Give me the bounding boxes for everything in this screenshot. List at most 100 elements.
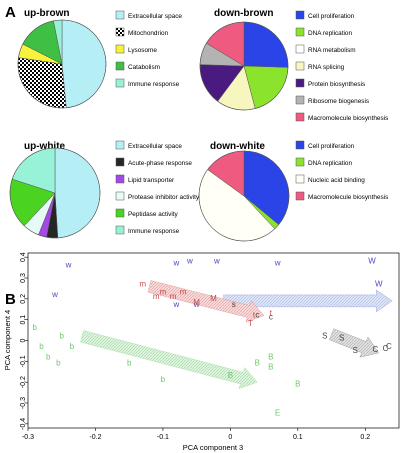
point-brown: T	[248, 319, 253, 328]
pca-scatter-plot: -0.3 -0.2 -0.1 0 0.1 0.2 -0.4 -0.3 -0.2 -0.1 0 0.1…	[3, 252, 400, 452]
legend-swatch-immune-response	[115, 225, 125, 235]
legend-label-immune-response: Immune response	[128, 81, 180, 88]
point-white: W	[375, 279, 383, 288]
x-axis: -0.3 -0.2 -0.1 0 0.1 0.2	[22, 428, 370, 441]
legend-swatch-lipid-transporter	[115, 174, 125, 184]
trajectory-arrow-gray	[329, 328, 380, 358]
legend-swatch-lysosome	[115, 44, 125, 54]
point-white: w	[173, 300, 180, 309]
pie-legend: Extracellular space Acute-phase response L…	[115, 140, 200, 235]
point-brown: m	[170, 292, 177, 301]
point-gray: C	[373, 345, 379, 354]
legend-label-dna-replication: DNA replication	[308, 30, 352, 37]
panel-label-a: A	[5, 4, 16, 21]
pie-down-white: down-white Cell proliferation DNA replica…	[198, 140, 388, 242]
pie-slice-cell-proliferation	[243, 21, 289, 68]
point-brown: m	[139, 279, 146, 288]
point-green: b	[46, 352, 51, 361]
legend-swatch-catabolism	[115, 61, 125, 71]
legend-label-lipid-transporter: Lipid transporter	[128, 177, 175, 184]
legend-label-peptidase-activity: Peptidase activity	[128, 211, 179, 218]
legend-swatch-acute-phase-response	[115, 157, 125, 167]
point-white: w	[213, 256, 220, 265]
legend-swatch-peptidase-activity	[115, 208, 125, 218]
legend-label-macromolecule-biosynthesis: Macromolecule biosynthesis	[308, 194, 388, 201]
pie-title: up-brown	[24, 8, 70, 19]
pie-outline	[198, 150, 290, 242]
legend-swatch-rna-splicing	[295, 61, 305, 71]
point-gray: C	[383, 344, 389, 353]
legend-label-cell-proliferation: Cell proliferation	[308, 143, 355, 150]
pie-slice-mitochondrion	[17, 57, 67, 109]
y-axis-label: PCA component 4	[3, 310, 12, 370]
legend-label-extracellular-space: Extracellular space	[128, 143, 182, 150]
point-brown: m	[153, 292, 160, 301]
point-gray: S	[352, 346, 357, 355]
legend-swatch-macromolecule-biosynthesis	[295, 191, 305, 201]
y-tick-label: 0	[20, 338, 27, 342]
pie-slices	[198, 150, 290, 242]
legend-label-dna-replication: DNA replication	[308, 160, 352, 167]
pie-outline	[9, 147, 101, 239]
y-tick-label: -0.4	[20, 418, 27, 430]
y-tick-label: 0.4	[20, 252, 27, 262]
pie-legend: Cell proliferation DNA replication Nucleic…	[295, 140, 388, 201]
pie-title: down-brown	[214, 8, 273, 19]
point-green: b	[161, 375, 166, 384]
legend-label-protease-inhibitor-activity: Protease inhibitor activity	[128, 194, 200, 201]
pie-title: up-white	[24, 141, 66, 152]
point-green: b	[60, 331, 65, 340]
point-gray: C	[386, 342, 392, 351]
legend-label-nucleic-acid-binding: Nucleic acid binding	[308, 177, 365, 184]
legend-label-catabolism: Catabolism	[128, 64, 160, 71]
pie-up-brown: up-brown Extracellular space Mitochondrio…	[17, 8, 182, 109]
trajectory-arrow-white	[223, 289, 393, 313]
pie-slice-extracellular-space	[61, 19, 107, 109]
point-brown: M	[193, 298, 200, 307]
trajectory-arrow-green	[80, 330, 258, 390]
point-green: B	[255, 359, 260, 368]
legend-label-mitochondrion: Mitochondrion	[128, 30, 169, 37]
point-brown: M	[210, 294, 217, 303]
point-green: b	[39, 342, 44, 351]
legend-swatch-protease-inhibitor-activity	[115, 191, 125, 201]
legend-swatch-cell-proliferation	[295, 140, 305, 150]
legend-swatch-cell-proliferation	[295, 10, 305, 20]
legend-label-macromolecule-biosynthesis: Macromolecule biosynthesis	[308, 115, 388, 122]
legend-swatch-nucleic-acid-binding	[295, 174, 305, 184]
point-green: b	[56, 359, 61, 368]
point-brown: m	[180, 288, 187, 297]
legend-label-extracellular-space: Extracellular space	[128, 13, 182, 20]
legend-swatch-extracellular-space	[115, 10, 125, 20]
legend-label-lysosome: Lysosome	[128, 47, 157, 54]
legend-swatch-protein-biosynthesis	[295, 78, 305, 88]
legend-swatch-macromolecule-biosynthesis	[295, 112, 305, 122]
legend-swatch-rna-metabolism	[295, 44, 305, 54]
trajectory-arrows	[80, 280, 393, 390]
legend-label-acute-phase-response: Acute-phase response	[128, 160, 192, 167]
pie-slices	[17, 19, 107, 109]
legend-label-ribosome-biogenesis: Ribosome biogenesis	[308, 98, 369, 105]
x-tick-label: -0.3	[22, 434, 34, 441]
point-brown: t	[253, 311, 256, 320]
point-white: w	[65, 261, 72, 270]
pie-legend: Cell proliferation DNA replication RNA met…	[295, 10, 388, 122]
point-green: E	[275, 409, 280, 418]
pie-slices	[199, 21, 289, 111]
legend-swatch-ribosome-biogenesis	[295, 95, 305, 105]
y-tick-label: -0.3	[20, 397, 27, 409]
legend-label-rna-metabolism: RNA metabolism	[308, 47, 356, 54]
legend-swatch-immune-response	[115, 78, 125, 88]
pie-up-white: up-white Extracellular space Acute-phase …	[9, 140, 200, 239]
point-gray: c	[269, 313, 273, 322]
panel-label-b: B	[5, 291, 16, 308]
point-white: w	[51, 290, 58, 299]
point-white: w	[186, 256, 193, 265]
point-green: B	[295, 379, 300, 388]
pie-outline	[17, 19, 107, 109]
x-axis-label: PCA component 3	[183, 443, 243, 452]
y-tick-label: -0.1	[20, 355, 27, 367]
point-green: b	[127, 359, 132, 368]
